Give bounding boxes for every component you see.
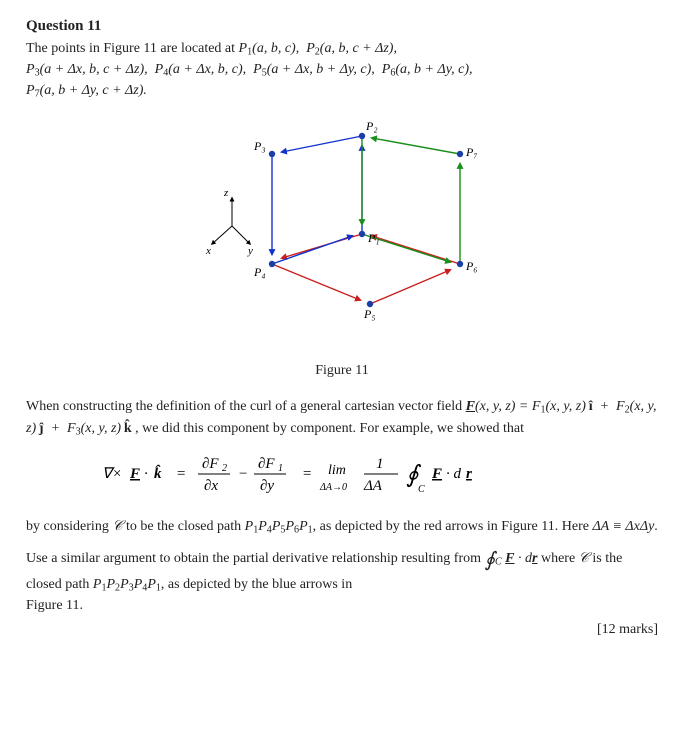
svg-text:ΔA: ΔA [363, 478, 383, 494]
paragraph-1: When constructing the definition of the … [26, 397, 658, 439]
label-p1: P₁ [367, 231, 380, 245]
svg-text:=: = [302, 466, 312, 482]
svg-text:C: C [418, 484, 425, 495]
label-p5: P₅ [363, 307, 376, 321]
svg-text:∂F: ∂F [258, 456, 275, 472]
svg-text:2: 2 [222, 463, 227, 474]
axes: x y z [205, 187, 253, 257]
para1a: When constructing the definition of the … [26, 399, 466, 414]
svg-text:·: · [144, 466, 148, 482]
svg-text:∇×: ∇× [102, 466, 122, 482]
axis-z-label: z [223, 187, 229, 199]
paragraph-2: by considering 𝒞 to be the closed path P… [26, 517, 658, 538]
svg-text:∂y: ∂y [260, 478, 274, 494]
label-p6: P₆ [465, 259, 478, 273]
svg-text:1: 1 [278, 463, 283, 474]
points [269, 133, 463, 307]
question-intro: The points in Figure 11 are located at P… [26, 39, 658, 102]
question-title: Question 11 [26, 18, 658, 35]
svg-text:lim: lim [328, 463, 346, 478]
svg-text:F: F [129, 466, 140, 482]
paragraph-3: Use a similar argument to obtain the par… [26, 546, 658, 616]
svg-text:∂x: ∂x [204, 478, 218, 494]
svg-text:=: = [176, 466, 186, 482]
curl-equation: ∇× F · k̂ = ∂F 2 ∂x − ∂F 1 ∂y = lim ΔA→0… [26, 448, 658, 507]
svg-text:∂F: ∂F [202, 456, 219, 472]
point-labels: P₁ P₂ P₃ P₄ P₅ P₆ P₇ [253, 119, 478, 321]
label-p4: P₄ [253, 265, 266, 279]
label-p7: P₇ [465, 145, 478, 159]
red-loop [272, 234, 460, 304]
label-p3: P₃ [253, 139, 266, 153]
svg-text:· d: · d [446, 466, 462, 482]
marks: [12 marks] [26, 622, 658, 638]
svg-text:F: F [431, 466, 442, 482]
svg-text:k̂: k̂ [154, 464, 162, 482]
label-p2: P₂ [365, 119, 378, 133]
figure-caption: Figure 11 [26, 363, 658, 379]
para1b: we did this component by component. For … [142, 421, 524, 436]
intro-text: The points in Figure 11 are located at [26, 41, 239, 56]
axis-x-label: x [205, 245, 211, 257]
blue-loop [272, 136, 362, 264]
axis-y-label: y [247, 245, 253, 257]
svg-text:1: 1 [376, 456, 384, 472]
figure-11: x y z [26, 116, 658, 341]
svg-text:r: r [466, 466, 472, 482]
svg-text:−: − [238, 466, 248, 482]
svg-text:ΔA→0: ΔA→0 [319, 482, 347, 493]
